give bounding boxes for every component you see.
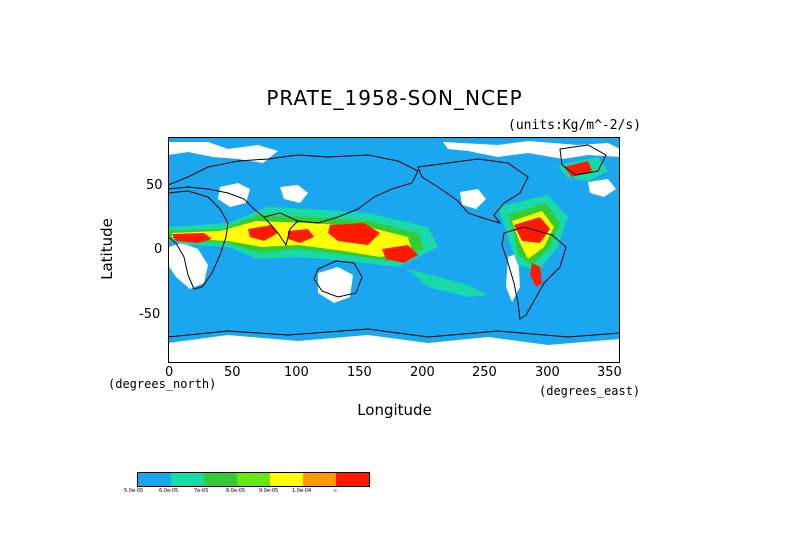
precip-band-heavy [172, 161, 592, 287]
legend-swatch [336, 473, 369, 486]
y-tick-label: 0 [154, 242, 163, 257]
legend-swatch [138, 473, 171, 486]
legend-label: 7e-05 [194, 488, 209, 494]
legend-swatch [171, 473, 204, 486]
missing-data-regions [168, 141, 620, 363]
legend-label: ∞ [333, 488, 338, 494]
legend-swatch [303, 473, 336, 486]
x-coordinate-label: (degrees_east) [539, 384, 641, 398]
legend-swatch [270, 473, 303, 486]
coastlines [168, 144, 620, 338]
legend-label: 9.0e-05 [259, 488, 279, 494]
x-tick-label: 350 [597, 365, 622, 380]
precipitation-map [168, 137, 620, 363]
units-label: (units:Kg/m^-2/s) [508, 118, 642, 133]
x-tick-label: 50 [224, 365, 241, 380]
y-tick-label: 50 [146, 178, 163, 193]
x-tick-label: 300 [535, 365, 560, 380]
legend-label: 1.0e-04 [292, 488, 312, 494]
y-axis-label: Latitude [97, 218, 116, 280]
x-tick-label: 250 [472, 365, 497, 380]
plot-frame [168, 137, 620, 363]
legend-label: 6.0e-05 [159, 488, 179, 494]
x-axis-label: Longitude [357, 401, 432, 419]
legend-label: 8.0e-05 [226, 488, 246, 494]
x-tick-label: 200 [410, 365, 435, 380]
legend-label: 5.0e-05 [124, 488, 144, 494]
legend-swatch [237, 473, 270, 486]
x-tick-label: 0 [165, 365, 174, 380]
y-tick-label: -50 [139, 307, 161, 322]
legend-colorbar [137, 472, 370, 487]
legend-swatch [204, 473, 237, 486]
x-tick-label: 150 [347, 365, 372, 380]
map-title: PRATE_1958-SON_NCEP [266, 86, 523, 110]
x-tick-label: 100 [284, 365, 309, 380]
y-coordinate-label: (degrees_north) [108, 377, 217, 391]
